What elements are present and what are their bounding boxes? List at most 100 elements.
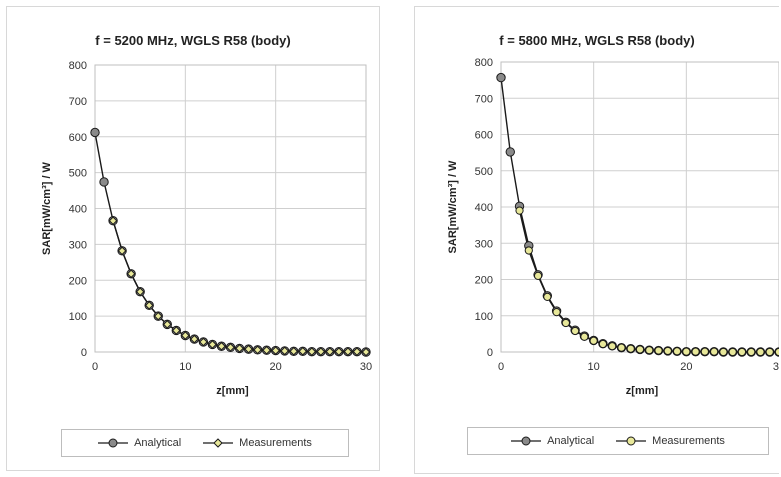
data-point-analytical	[99, 177, 109, 187]
x-tick-label: 20	[680, 361, 692, 373]
y-tick-label: 800	[475, 57, 493, 69]
data-point-measurements	[617, 343, 626, 352]
data-point-measurements	[626, 344, 635, 353]
y-tick-label: 200	[475, 275, 493, 287]
x-axis-label: z[mm]	[216, 385, 249, 397]
y-tick-label: 600	[69, 132, 87, 144]
data-point-measurements	[571, 326, 580, 336]
data-point-measurements	[235, 344, 244, 353]
data-point-measurements	[561, 318, 570, 328]
y-axis-label: SAR[mW/cm³] / W	[447, 160, 459, 254]
data-point-measurements	[316, 347, 326, 356]
legend-item-analytical: Analytical	[98, 437, 181, 449]
y-tick-label: 800	[69, 60, 87, 72]
chart-title: f = 5800 MHz, WGLS R58 (body)	[499, 33, 695, 48]
data-point-measurements	[298, 346, 308, 356]
series-line-analytical	[94, 132, 367, 353]
data-point-measurements	[334, 347, 344, 356]
y-tick-label: 0	[487, 347, 493, 359]
data-point-measurements	[307, 347, 317, 356]
legend-label-measurements: Measurements	[652, 435, 725, 447]
x-tick-label: 0	[498, 361, 504, 373]
data-point-measurements	[253, 345, 262, 355]
data-point-measurements	[645, 346, 654, 355]
data-point-measurements	[199, 337, 208, 347]
data-point-measurements	[162, 320, 172, 329]
chart-legend: Analytical Measurements	[61, 429, 349, 457]
y-tick-label: 400	[69, 204, 87, 216]
data-point-measurements	[663, 346, 672, 356]
x-tick-label: 10	[179, 361, 191, 373]
data-point-measurements	[635, 345, 645, 354]
data-point-measurements	[271, 346, 280, 355]
chart-title: f = 5200 MHz, WGLS R58 (body)	[95, 33, 291, 48]
analytical-swatch-icon	[98, 438, 129, 448]
data-point-measurements	[654, 346, 663, 355]
data-point-measurements	[608, 342, 617, 351]
data-point-measurements	[737, 347, 747, 357]
y-tick-label: 0	[81, 347, 87, 359]
data-point-measurements	[289, 346, 299, 356]
data-point-measurements	[719, 347, 728, 357]
data-point-measurements	[682, 347, 691, 356]
data-point-measurements	[217, 341, 226, 351]
data-point-analytical	[496, 72, 506, 83]
y-tick-label: 700	[69, 96, 87, 108]
chart-panel-5200: f = 5200 MHz, WGLS R58 (body) 0 100 200 300…	[6, 6, 380, 471]
y-tick-label: 300	[475, 238, 493, 250]
data-point-measurements	[691, 347, 700, 356]
chart-plot-5800: 0 100 200 300 400 500 600 700 800 0 10 20 30 z[mm] SAR…	[447, 57, 779, 397]
data-point-measurements	[533, 271, 543, 280]
x-tick-label: 30	[360, 361, 372, 373]
chart-legend: Analytical Measurements	[467, 427, 769, 455]
data-point-measurements	[524, 246, 533, 255]
data-point-measurements	[700, 347, 709, 356]
data-point-measurements	[190, 334, 199, 344]
y-tick-label: 600	[475, 130, 493, 142]
data-point-measurements	[710, 347, 719, 356]
data-point-measurements	[543, 292, 552, 301]
legend-label-measurements: Measurements	[239, 437, 312, 449]
data-point-measurements	[226, 343, 235, 352]
data-point-analytical	[90, 127, 100, 138]
legend-item-analytical: Analytical	[511, 435, 594, 447]
x-tick-label: 30	[773, 361, 779, 373]
y-tick-label: 300	[69, 239, 87, 251]
measurements-swatch-icon	[203, 438, 234, 448]
y-tick-label: 200	[69, 275, 87, 287]
y-tick-label: 700	[475, 93, 493, 105]
legend-label-analytical: Analytical	[134, 437, 182, 449]
data-point-analytical	[505, 147, 515, 157]
data-point-measurements	[598, 339, 608, 349]
x-tick-label: 0	[92, 361, 98, 373]
data-point-measurements	[343, 347, 353, 356]
measurements-swatch-icon	[616, 436, 647, 446]
data-point-measurements	[672, 347, 682, 356]
data-point-measurements	[262, 345, 271, 355]
series-line-measurements	[518, 210, 779, 353]
y-tick-label: 500	[475, 166, 493, 178]
series-line-measurements	[112, 220, 367, 353]
data-point-measurements	[117, 246, 127, 256]
data-point-measurements	[589, 336, 598, 345]
data-point-measurements	[181, 331, 190, 340]
legend-label-analytical: Analytical	[547, 435, 595, 447]
data-point-measurements	[728, 347, 737, 357]
data-point-measurements	[765, 347, 774, 357]
data-point-measurements	[280, 346, 290, 356]
y-tick-label: 500	[69, 168, 87, 180]
data-point-measurements	[774, 347, 779, 357]
series-line-analytical	[500, 77, 779, 353]
data-point-measurements	[135, 287, 145, 297]
data-point-measurements	[552, 308, 561, 317]
x-tick-label: 10	[588, 361, 600, 373]
data-point-measurements	[153, 311, 163, 321]
data-point-measurements	[208, 340, 217, 349]
x-axis-label: z[mm]	[626, 385, 659, 397]
data-point-measurements	[580, 332, 589, 341]
data-point-measurements	[756, 347, 765, 357]
legend-item-measurements: Measurements	[616, 435, 725, 447]
chart-plot-5200: 0 100 200 300 400 500 600 700 800 0 10 20 30 z[mm] SAR…	[41, 60, 372, 397]
y-tick-label: 400	[475, 202, 493, 214]
data-point-measurements	[352, 347, 362, 356]
